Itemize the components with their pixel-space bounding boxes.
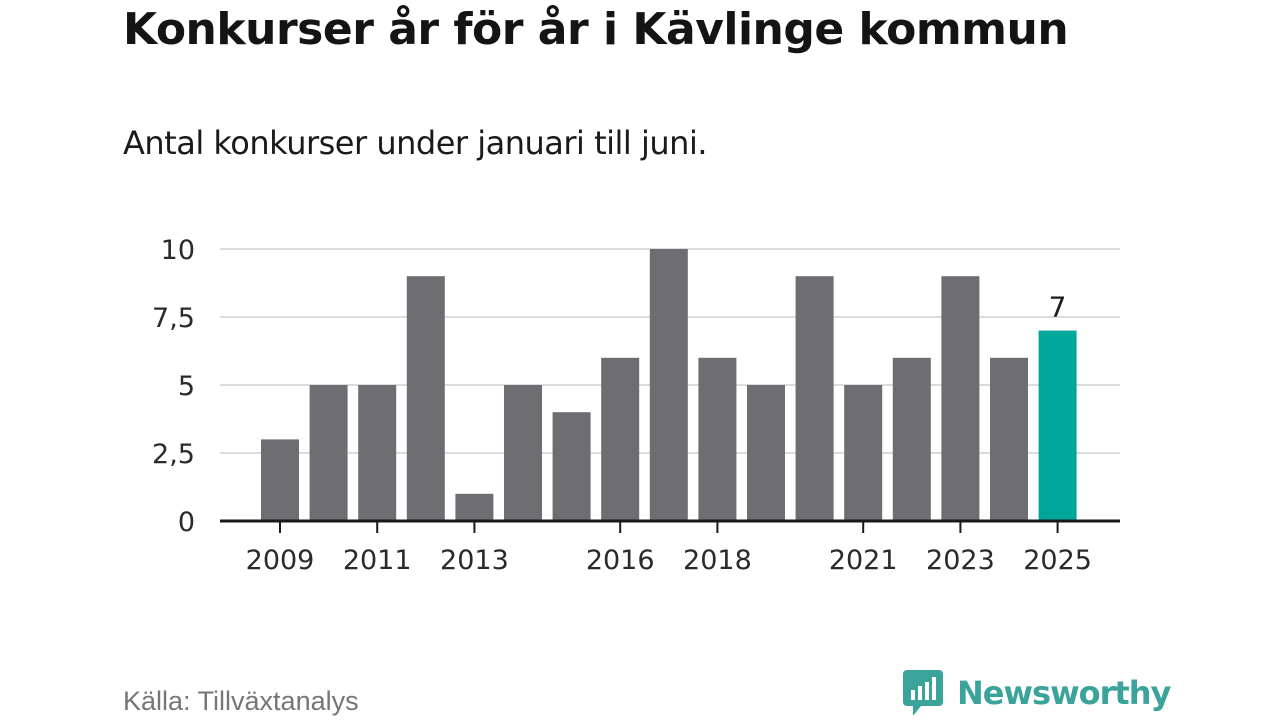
bar — [261, 439, 299, 521]
x-tick-label: 2016 — [586, 545, 655, 576]
bar — [358, 385, 397, 521]
x-tick-label: 2011 — [343, 545, 412, 576]
bar — [406, 276, 445, 521]
brand-logo: Newsworthy — [903, 670, 1171, 716]
bar — [504, 385, 542, 521]
x-tick-label: 2018 — [683, 545, 752, 576]
bar — [552, 412, 591, 521]
chart-subtitle: Antal konkurser under januari till juni. — [123, 124, 708, 162]
x-tick-label: 2023 — [926, 545, 995, 576]
bar — [941, 276, 980, 521]
bar — [601, 357, 640, 521]
bar-highlight — [1038, 330, 1077, 521]
bar — [844, 385, 883, 521]
data-labels: 7 — [1049, 291, 1067, 324]
y-tick-label: 2,5 — [152, 439, 195, 470]
bar — [698, 357, 737, 521]
x-tick-label: 2021 — [829, 545, 898, 576]
y-tick-label: 10 — [161, 235, 195, 266]
bar — [747, 385, 785, 521]
bar — [649, 249, 688, 521]
x-axis: 2009 2011 2013 2016 2018 2021 2023 2025 — [220, 519, 1120, 576]
chart-title: Konkurser år för år i Kävlinge kommun — [123, 4, 1069, 55]
data-label: 7 — [1049, 291, 1067, 324]
bar — [795, 276, 834, 521]
x-tick-label: 2009 — [246, 545, 315, 576]
bar — [990, 357, 1028, 521]
source-note: Källa: Tillväxtanalys — [123, 686, 359, 716]
x-tick-label: 2025 — [1023, 545, 1092, 576]
bar-chart: 02,557,510 2009 2011 2013 2016 2018 2021 2023 2… — [152, 235, 1120, 576]
y-tick-label: 5 — [178, 371, 195, 402]
bar — [309, 385, 348, 521]
x-tick-label: 2013 — [440, 545, 509, 576]
bar — [455, 493, 494, 521]
bar — [892, 357, 931, 521]
y-tick-label: 0 — [178, 507, 195, 538]
bars — [261, 249, 1077, 521]
y-axis-ticks: 0 2,5 5 7,5 10 — [152, 235, 195, 538]
y-tick-label: 7,5 — [152, 303, 195, 334]
newsworthy-logo-icon — [903, 670, 943, 716]
brand-name: Newsworthy — [957, 674, 1171, 712]
